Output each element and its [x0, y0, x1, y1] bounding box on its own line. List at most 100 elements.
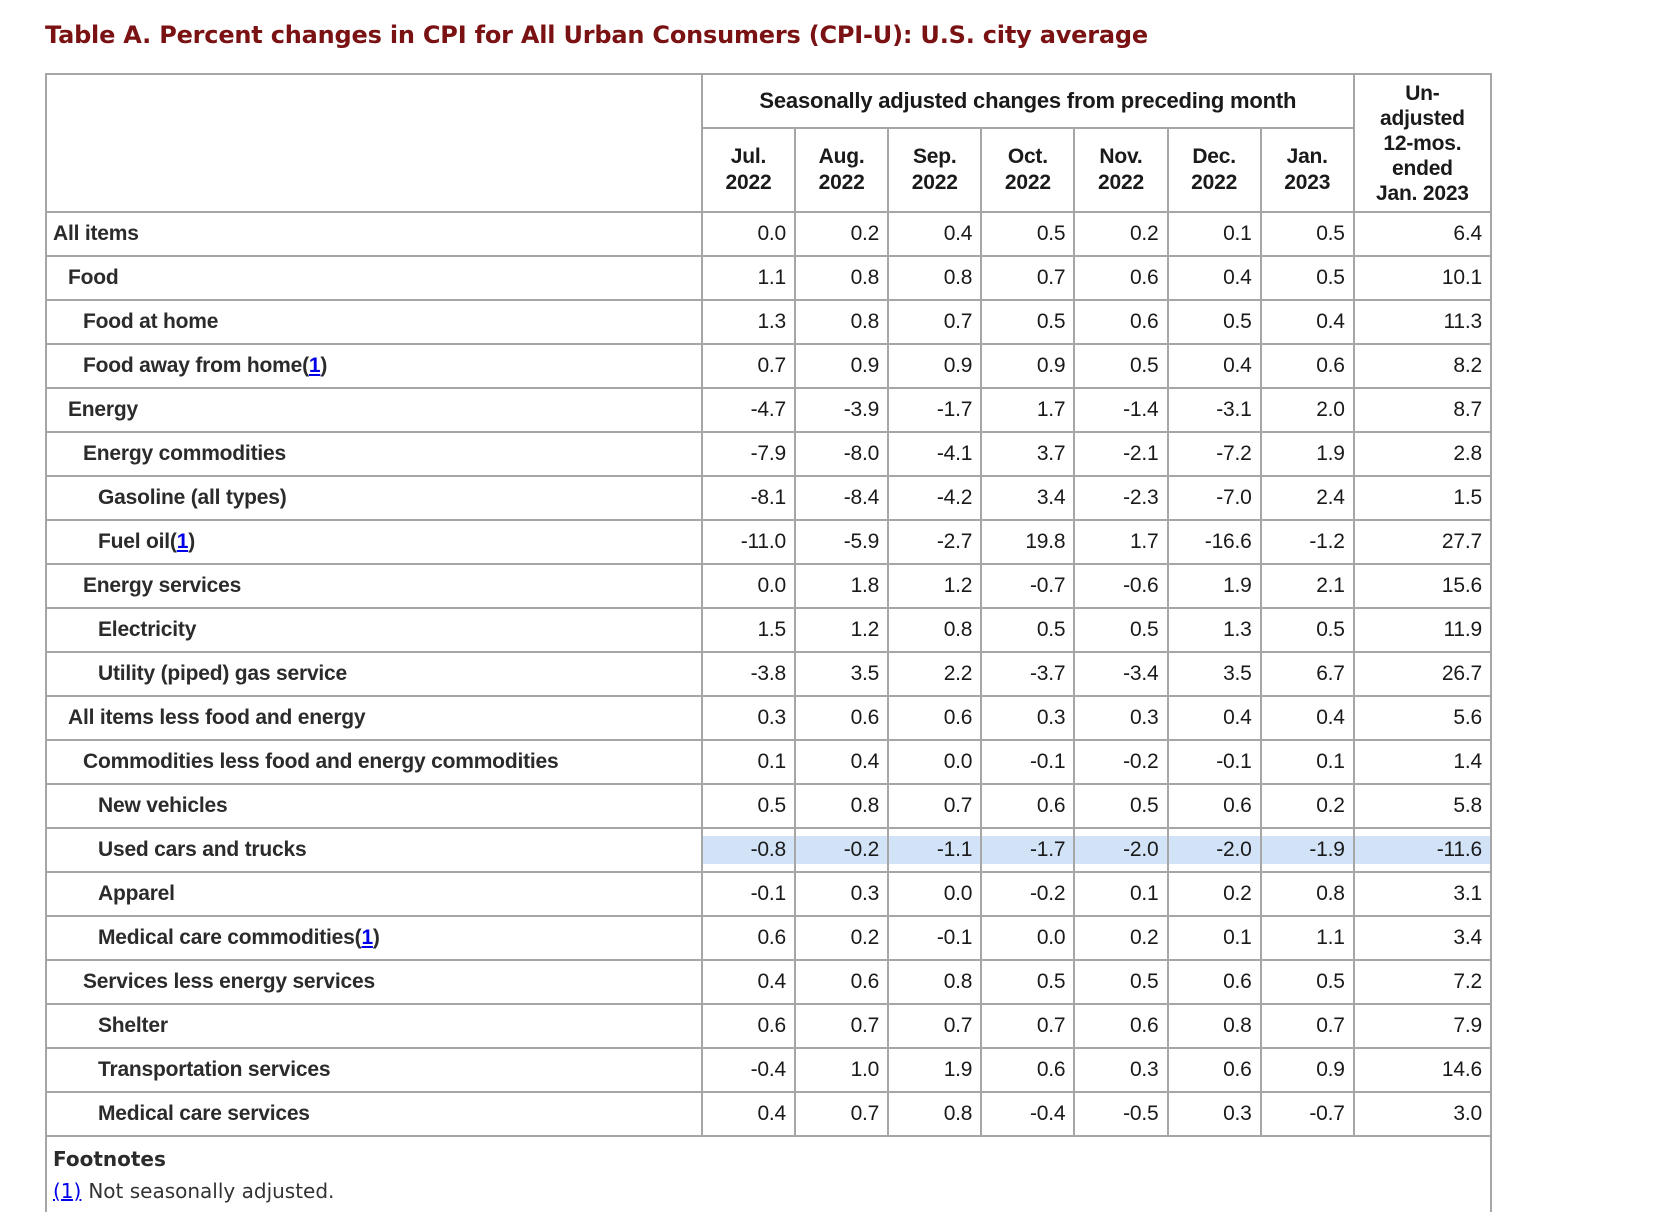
value-cell: 1.5	[1352, 475, 1493, 521]
value-cell: 0.2	[1259, 783, 1355, 829]
footnote-1-text: Not seasonally adjusted.	[88, 1179, 335, 1203]
value-cell: 0.4	[1166, 695, 1262, 741]
value-cell: -0.6	[1073, 563, 1169, 609]
value-cell: -3.1	[1166, 387, 1262, 433]
value-cell: 0.5	[1259, 255, 1355, 301]
value-cell: -0.1	[887, 915, 983, 961]
value-cell: 0.8	[794, 783, 890, 829]
value-cell: 0.8	[887, 607, 983, 653]
value-cell: 0.4	[1259, 299, 1355, 345]
value-cell: 0.5	[980, 211, 1076, 257]
table-row: Commodities less food and energy commodi…	[45, 739, 1493, 785]
value-cell: -16.6	[1166, 519, 1262, 565]
value-cell: 0.6	[700, 915, 797, 961]
value-cell: -4.2	[887, 475, 983, 521]
value-cell: 0.2	[794, 211, 890, 257]
value-cell: 3.4	[1352, 915, 1493, 961]
table-row: Medical care commodities(1) 0.6 0.2 -0.1 0.0…	[45, 915, 1493, 961]
value-cell: 2.4	[1259, 475, 1355, 521]
value-cell: 0.2	[794, 915, 890, 961]
value-cell: -0.1	[700, 871, 797, 917]
value-cell: 0.8	[1259, 871, 1355, 917]
value-cell: -0.2	[794, 827, 890, 873]
value-cell: 6.7	[1259, 651, 1355, 697]
value-cell: -0.5	[1073, 1091, 1169, 1137]
value-cell: -1.2	[1259, 519, 1355, 565]
value-cell: 0.6	[980, 1047, 1076, 1093]
value-cell: 1.0	[794, 1047, 890, 1093]
value-cell: 1.7	[1073, 519, 1169, 565]
value-cell: -0.2	[1073, 739, 1169, 785]
seasonally-adjusted-group-header: Seasonally adjusted changes from precedi…	[700, 73, 1355, 129]
row-label: Energy	[45, 387, 703, 433]
value-cell: 0.6	[1166, 959, 1262, 1005]
value-cell: -3.8	[700, 651, 797, 697]
value-cell: 7.2	[1352, 959, 1493, 1005]
value-cell: -0.8	[700, 827, 797, 873]
value-cell: 0.7	[700, 343, 797, 389]
value-cell: 3.0	[1352, 1091, 1493, 1137]
value-cell: -1.9	[1259, 827, 1355, 873]
value-cell: 0.2	[1073, 211, 1169, 257]
value-cell: 0.7	[980, 255, 1076, 301]
value-cell: 1.9	[1259, 431, 1355, 477]
footnote-ref-link[interactable]: 1	[308, 354, 321, 377]
value-cell: 0.4	[700, 1091, 797, 1137]
table-row: Food at home 1.3 0.8 0.7 0.5 0.6 0.5 0.4 11.3	[45, 299, 1493, 345]
value-cell: 0.0	[700, 563, 797, 609]
month-header-3: Oct. 2022	[980, 127, 1076, 213]
value-cell: 0.6	[1166, 783, 1262, 829]
table-row: All items 0.0 0.2 0.4 0.5 0.2 0.1 0.5 6.4	[45, 211, 1493, 257]
stub-header-cell	[45, 73, 703, 213]
value-cell: 0.5	[1166, 299, 1262, 345]
value-cell: 0.6	[794, 695, 890, 741]
value-cell: -8.0	[794, 431, 890, 477]
cpi-table: Seasonally adjusted changes from precedi…	[45, 73, 1493, 1212]
footnote-1-link[interactable]: (1)	[53, 1179, 82, 1203]
table-row: Apparel -0.1 0.3 0.0 -0.2 0.1 0.2 0.8 3.1	[45, 871, 1493, 917]
value-cell: 27.7	[1352, 519, 1493, 565]
value-cell: 14.6	[1352, 1047, 1493, 1093]
value-cell: -7.0	[1166, 475, 1262, 521]
footnote-ref-link[interactable]: 1	[361, 926, 373, 949]
footnote-ref-link[interactable]: 1	[176, 530, 189, 553]
row-label: Food at home	[45, 299, 703, 345]
value-cell: 0.6	[1073, 299, 1169, 345]
value-cell: 1.1	[700, 255, 797, 301]
value-cell: 0.0	[980, 915, 1076, 961]
value-cell: -8.4	[794, 475, 890, 521]
value-cell: 3.5	[794, 651, 890, 697]
value-cell: 0.9	[980, 343, 1076, 389]
value-cell: 19.8	[980, 519, 1076, 565]
row-label: Shelter	[45, 1003, 703, 1049]
value-cell: 1.8	[794, 563, 890, 609]
table-row: Energy -4.7 -3.9 -1.7 1.7 -1.4 -3.1 2.0 8.7	[45, 387, 1493, 433]
value-cell: 5.8	[1352, 783, 1493, 829]
value-cell: 8.7	[1352, 387, 1493, 433]
row-label: Electricity	[45, 607, 703, 653]
row-label: Energy commodities	[45, 431, 703, 477]
row-label: Fuel oil(1)	[45, 519, 703, 565]
value-cell: -2.0	[1166, 827, 1262, 873]
table-row: Fuel oil(1) -11.0 -5.9 -2.7 19.8 1.7 -16.6 -1.2…	[45, 519, 1493, 565]
value-cell: 0.8	[887, 1091, 983, 1137]
value-cell: 0.9	[887, 343, 983, 389]
month-header-5: Dec. 2022	[1166, 127, 1262, 213]
row-label: All items	[45, 211, 703, 257]
value-cell: 0.7	[887, 783, 983, 829]
value-cell: -1.7	[980, 827, 1076, 873]
value-cell: 2.8	[1352, 431, 1493, 477]
value-cell: 0.6	[980, 783, 1076, 829]
row-label: Services less energy services	[45, 959, 703, 1005]
value-cell: 0.5	[980, 299, 1076, 345]
value-cell: -0.7	[1259, 1091, 1355, 1137]
value-cell: -0.7	[980, 563, 1076, 609]
value-cell: 1.2	[794, 607, 890, 653]
value-cell: 0.3	[980, 695, 1076, 741]
value-cell: 1.9	[887, 1047, 983, 1093]
value-cell: 0.5	[1259, 607, 1355, 653]
row-label: New vehicles	[45, 783, 703, 829]
value-cell: 0.5	[1073, 783, 1169, 829]
value-cell: 0.3	[1073, 1047, 1169, 1093]
value-cell: 0.4	[1259, 695, 1355, 741]
